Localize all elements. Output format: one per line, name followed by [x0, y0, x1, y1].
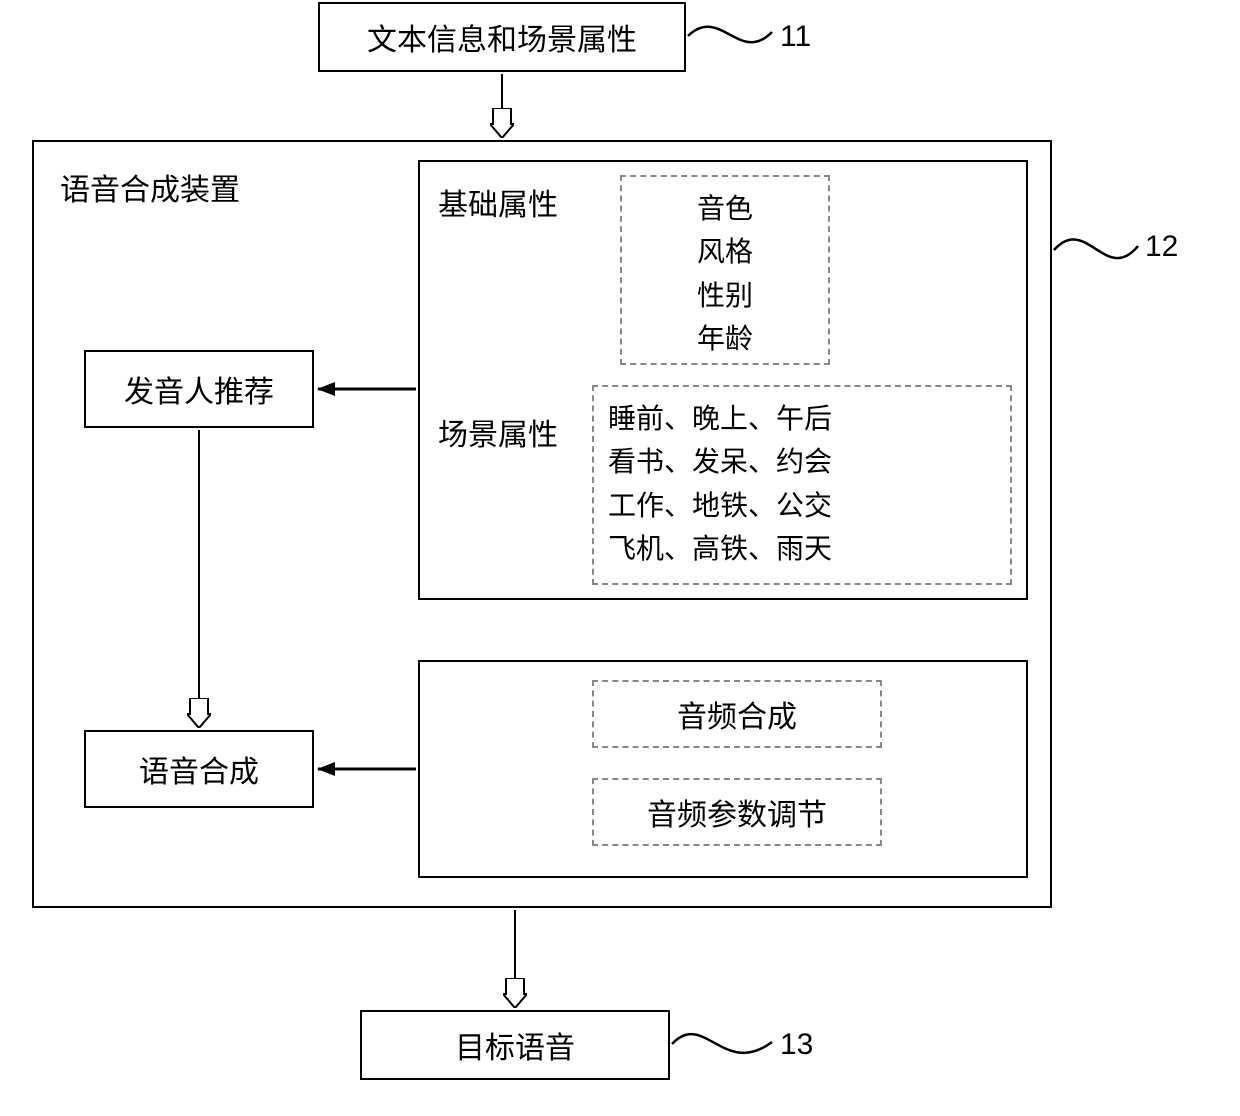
diagram-canvas: 文本信息和场景属性 11 语音合成装置 12 发音人推荐 语音合成 基础属性 场…: [0, 0, 1240, 1116]
squiggle-12: [1054, 239, 1138, 258]
speech-synth-box: 语音合成: [84, 730, 314, 808]
basic-attr-list: 音色 风格 性别 年龄: [620, 175, 830, 365]
squiggle-13: [672, 1034, 772, 1053]
scene-attr-items: 睡前、晚上、午后 看书、发呆、约会 工作、地铁、公交 飞机、高铁、雨天: [594, 387, 1010, 581]
basic-attr-label: 基础属性: [438, 180, 558, 224]
audio-adjust-box: 音频参数调节: [592, 778, 882, 846]
output-box-label: 目标语音: [455, 1023, 575, 1067]
speaker-recommend-box: 发音人推荐: [84, 350, 314, 428]
output-box: 目标语音: [360, 1010, 670, 1080]
audio-synth-label: 音频合成: [677, 692, 797, 736]
audio-synth-box: 音频合成: [592, 680, 882, 748]
input-box-label: 文本信息和场景属性: [367, 15, 637, 59]
input-box: 文本信息和场景属性: [318, 2, 686, 72]
device-container-label: 语音合成装置: [60, 165, 240, 209]
scene-attr-list: 睡前、晚上、午后 看书、发呆、约会 工作、地铁、公交 飞机、高铁、雨天: [592, 385, 1012, 585]
basic-attr-items: 音色 风格 性别 年龄: [622, 177, 828, 371]
ref-12: 12: [1145, 230, 1178, 264]
scene-attr-label: 场景属性: [438, 410, 558, 454]
ref-13: 13: [780, 1028, 813, 1062]
speaker-recommend-label: 发音人推荐: [124, 367, 274, 411]
squiggle-11: [688, 27, 772, 42]
speech-synth-label: 语音合成: [139, 747, 259, 791]
ref-11: 11: [780, 20, 811, 54]
audio-adjust-label: 音频参数调节: [647, 790, 827, 834]
